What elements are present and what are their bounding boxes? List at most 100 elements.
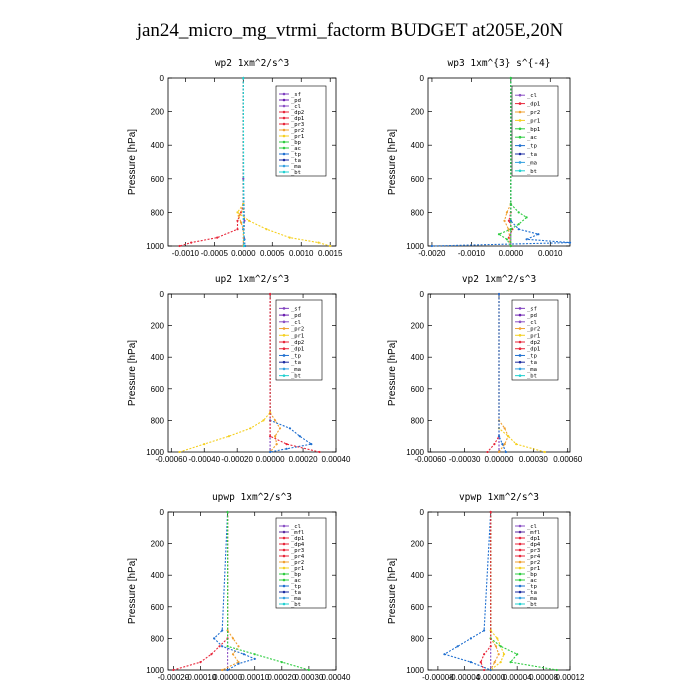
series-point-bp1 bbox=[505, 238, 508, 241]
series-line-tp bbox=[443, 511, 492, 671]
series-point-tp bbox=[221, 645, 224, 648]
series-point-bp1 bbox=[509, 244, 512, 248]
series-point-tp bbox=[242, 653, 245, 656]
legend-marker bbox=[282, 572, 286, 576]
series-point-tp bbox=[517, 228, 520, 231]
x-tick-label: 0.00012 bbox=[556, 673, 585, 682]
series-point-bp1 bbox=[497, 233, 501, 236]
legend-label: _ta bbox=[527, 590, 537, 596]
legend-marker bbox=[518, 110, 522, 114]
series-point-dp2 bbox=[486, 450, 489, 454]
legend-label: _ma bbox=[527, 367, 537, 373]
series-point-dp1 bbox=[318, 450, 321, 454]
series-point-pr2 bbox=[275, 443, 278, 446]
y-tick-label: 600 bbox=[411, 385, 425, 394]
legend-label: _pr3 bbox=[291, 122, 304, 128]
legend-marker bbox=[282, 340, 286, 344]
x-tick-label: 0.0000 bbox=[499, 249, 524, 258]
legend-label: _pr2 bbox=[527, 110, 540, 116]
legend-box bbox=[275, 299, 323, 381]
series-point-ac bbox=[517, 223, 520, 226]
plot-frame bbox=[167, 511, 337, 671]
x-tick-label: 0.00000 bbox=[256, 455, 285, 464]
legend-marker bbox=[518, 347, 522, 351]
legend-label: _ac bbox=[291, 146, 301, 152]
x-tick-label: -0.00020 bbox=[158, 673, 190, 682]
series-point-tp bbox=[497, 292, 501, 296]
legend-label: _ma bbox=[291, 596, 301, 602]
legend-label: _mfl bbox=[527, 530, 540, 536]
y-tick-label: 400 bbox=[151, 571, 165, 580]
series-point-pr2 bbox=[221, 668, 224, 672]
legend-marker bbox=[282, 602, 286, 606]
y-axis-label: Pressure [hPa] bbox=[127, 129, 138, 195]
x-tick-label: -0.0010 bbox=[458, 249, 486, 258]
series-line-bp1 bbox=[497, 78, 512, 247]
series-point-tp bbox=[310, 443, 313, 446]
series-line-pr1 bbox=[236, 78, 331, 247]
series-point-bp bbox=[280, 661, 283, 664]
series-point-pr2 bbox=[237, 645, 240, 648]
y-tick-label: 800 bbox=[151, 634, 165, 643]
series-point-dp2 bbox=[178, 244, 181, 248]
x-tick-label: 0.00020 bbox=[267, 673, 296, 682]
x-tick-label: -0.00010 bbox=[185, 673, 217, 682]
series-point-pr2 bbox=[239, 221, 243, 224]
legend-box bbox=[511, 299, 559, 381]
series-point-tp bbox=[443, 653, 446, 656]
y-tick-label: 200 bbox=[151, 108, 165, 117]
plot-frame bbox=[427, 511, 571, 671]
y-tick-label: 200 bbox=[151, 540, 165, 549]
legend: _sf_pd_cl_pr2_pr1_dp2_dp1_tp_ta_ma_bt bbox=[275, 299, 323, 381]
series-point-dp2 bbox=[236, 228, 239, 231]
legend-marker bbox=[282, 596, 286, 600]
series-point-tp bbox=[483, 629, 486, 632]
legend-label: _pr2 bbox=[291, 327, 304, 333]
legend-label: _dp4 bbox=[527, 542, 541, 548]
series-point-pr2 bbox=[497, 450, 501, 454]
legend-marker bbox=[282, 152, 286, 156]
legend-label: _pr2 bbox=[291, 128, 304, 134]
series-point-pr1 bbox=[236, 211, 239, 214]
legend-box bbox=[511, 85, 559, 177]
series-point-ac bbox=[555, 668, 558, 672]
legend-marker bbox=[518, 548, 522, 552]
series-point-pr1 bbox=[543, 450, 546, 454]
series-line-pr2 bbox=[498, 294, 509, 453]
series-point-pr2 bbox=[497, 653, 500, 656]
legend-marker bbox=[518, 584, 522, 588]
legend-label: _ma bbox=[291, 164, 301, 170]
series-point-dp1 bbox=[218, 645, 221, 648]
legend-label: _tp bbox=[527, 584, 537, 590]
series-point-tp bbox=[469, 661, 472, 664]
y-tick-label: 1000 bbox=[406, 448, 424, 457]
legend-marker bbox=[282, 360, 286, 364]
y-tick-label: 1000 bbox=[406, 666, 424, 675]
legend-label: _dp2 bbox=[291, 340, 304, 346]
series-point-tp bbox=[269, 450, 272, 454]
legend-marker bbox=[518, 152, 522, 156]
series-point-pr1 bbox=[262, 419, 265, 422]
series-line-tp bbox=[213, 511, 257, 671]
series-point-pr2 bbox=[274, 435, 277, 438]
legend-label: _cl bbox=[291, 524, 301, 530]
legend-label: _bp1 bbox=[527, 127, 540, 133]
series-point-tp bbox=[288, 427, 291, 430]
chart-0: wp2 1xm^2/s^3 Pressure [hPa] 0 200 400 600 800… bbox=[127, 58, 343, 258]
legend-label: _ta bbox=[527, 360, 537, 366]
series-point-tp bbox=[469, 637, 472, 640]
series-point-ac bbox=[509, 661, 512, 664]
legend-marker bbox=[518, 340, 522, 344]
y-tick-label: 0 bbox=[420, 290, 425, 299]
series-line-pr1 bbox=[490, 512, 505, 671]
series-line-dp2 bbox=[487, 294, 500, 453]
y-tick-label: 400 bbox=[411, 141, 425, 150]
legend-marker bbox=[282, 578, 286, 582]
plot-frame bbox=[167, 293, 337, 453]
legend-marker bbox=[518, 144, 522, 147]
y-axis-label: Pressure [hPa] bbox=[127, 340, 138, 406]
series-point-tp bbox=[285, 447, 288, 450]
legend: _cl_mfl_dp1_dp4_pr3_pr4_pr2_pr1_bp_ac_tp… bbox=[511, 517, 559, 609]
series-point-sf bbox=[243, 219, 246, 222]
legend-label: _ac bbox=[527, 578, 537, 584]
